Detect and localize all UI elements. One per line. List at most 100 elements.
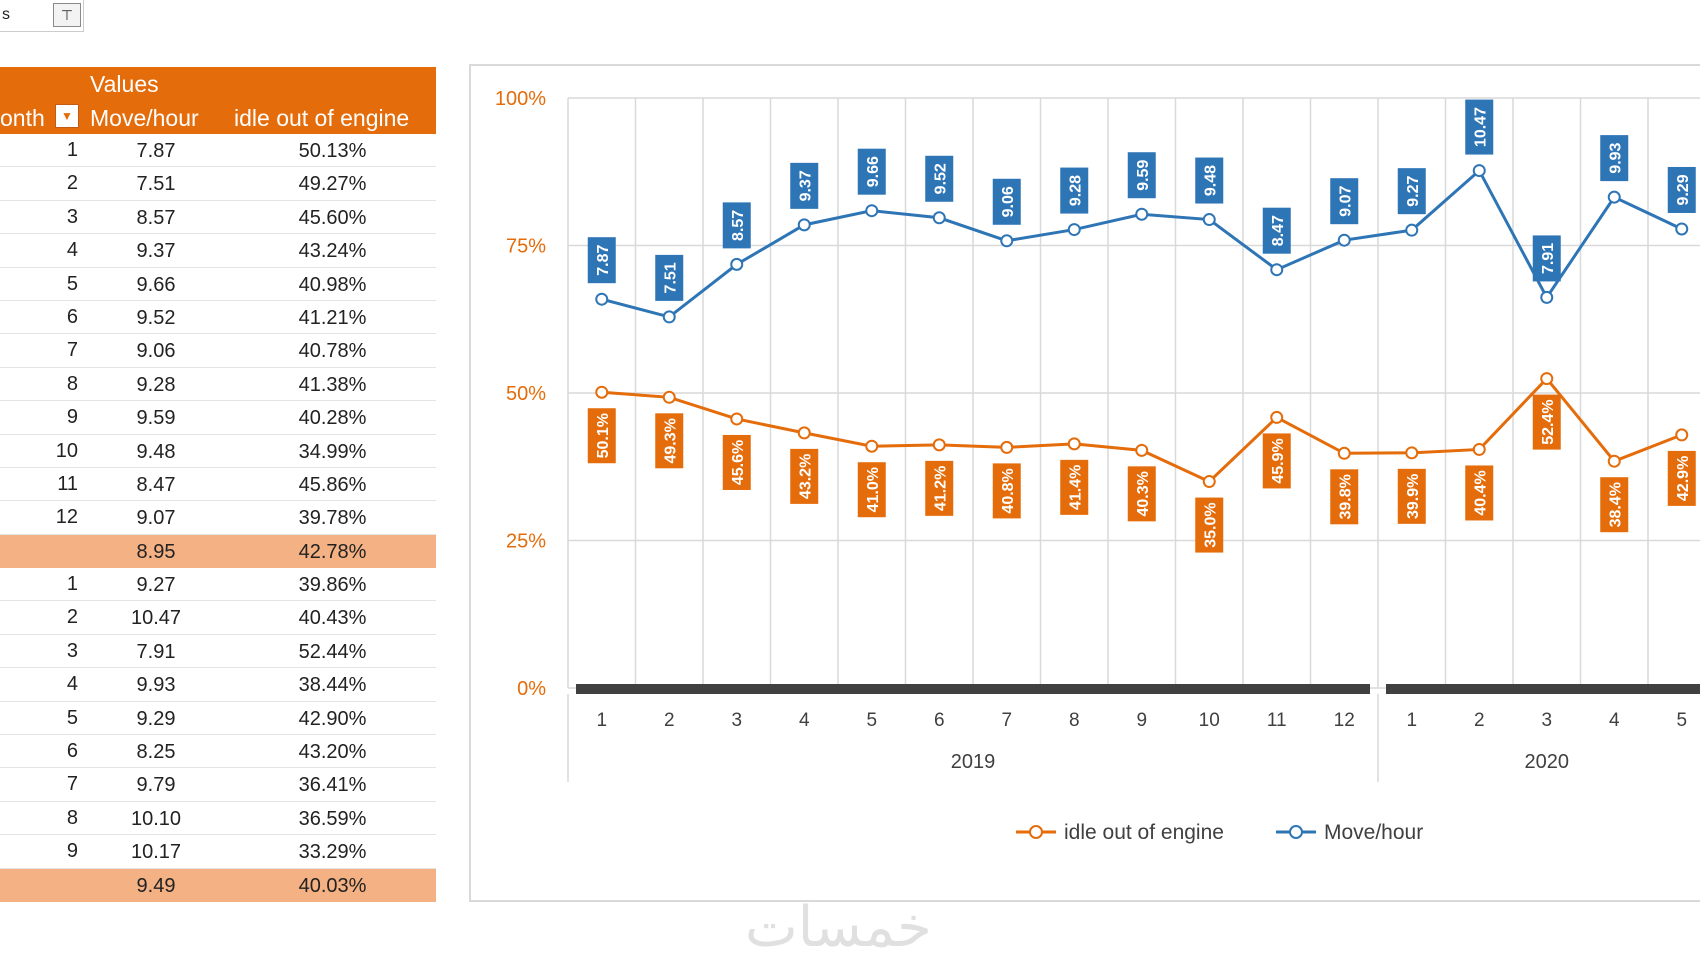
data-label-box	[1465, 99, 1494, 155]
move-hour-cell: 9.49	[136, 874, 176, 897]
data-label: 41.4%	[1067, 465, 1084, 510]
move-hour-cell: 8.47	[136, 473, 176, 496]
idle-cell: 43.24%	[298, 240, 367, 263]
data-point	[1405, 223, 1419, 237]
data-label-box	[1667, 166, 1696, 213]
data-label: 43.2%	[797, 454, 814, 499]
data-label-box	[722, 202, 751, 249]
data-label: 9.48	[1202, 165, 1219, 196]
data-label: 50.1%	[595, 413, 612, 458]
idle-cell: 40.03%	[298, 874, 367, 897]
pivot-row[interactable]: 9 9.59 40.28%	[0, 401, 436, 435]
data-label-box	[857, 148, 886, 195]
month-cell: 2	[66, 606, 78, 629]
data-label: 9.28	[1067, 175, 1084, 206]
data-point	[1202, 213, 1216, 227]
pivot-row[interactable]: 4 9.93 38.44%	[0, 668, 436, 702]
idle-cell: 43.20%	[298, 741, 367, 764]
idle-cell: 50.13%	[298, 140, 367, 162]
pivot-row[interactable]: 5 9.66 40.98%	[0, 268, 436, 301]
y-tick-label: 100%	[495, 88, 546, 110]
idle-cell: 38.44%	[298, 674, 367, 697]
pivot-row[interactable]: 11 8.47 45.86%	[0, 468, 436, 502]
data-label: 45.9%	[1270, 438, 1287, 483]
pivot-row[interactable]: 8 9.28 41.38%	[0, 368, 436, 402]
pivot-row[interactable]: 2 10.47 40.43%	[0, 601, 436, 635]
move-hour-cell: 10.47	[130, 607, 182, 630]
data-label: 9.52	[932, 163, 949, 194]
filter-funnel-icon[interactable]: ⊤	[53, 3, 81, 27]
pivot-subtotal-row[interactable]: 9.49 40.03%	[0, 868, 436, 902]
month-cell: 8	[66, 806, 78, 829]
data-point	[1202, 475, 1216, 489]
data-point	[1067, 223, 1081, 237]
pivot-row[interactable]: 1 9.27 39.86%	[0, 568, 436, 602]
data-label-box	[790, 162, 819, 209]
data-label-box	[925, 155, 954, 202]
x-group-label: 2019	[951, 751, 996, 773]
pivot-row[interactable]: 6 8.25 43.20%	[0, 735, 436, 769]
x-tick-label: 2	[664, 710, 675, 731]
data-label-box	[1195, 497, 1224, 553]
month-cell: 9	[66, 406, 78, 429]
data-point	[662, 390, 676, 404]
y-tick-label: 75%	[506, 236, 546, 258]
month-cell: 6	[66, 740, 78, 763]
x-tick-label: 5	[866, 710, 877, 731]
idle-cell: 36.41%	[298, 774, 367, 797]
data-point	[1067, 437, 1081, 451]
filter-field-cell[interactable]: s ⊤	[0, 0, 84, 32]
pivot-row[interactable]: 3 7.91 52.44%	[0, 635, 436, 669]
pivot-row[interactable]: 6 9.52 41.21%	[0, 301, 436, 335]
data-label-box	[1397, 168, 1426, 215]
data-point	[730, 412, 744, 426]
data-point	[797, 218, 811, 232]
idle-cell: 42.90%	[298, 707, 367, 730]
pivot-row[interactable]: 2 7.51 49.27%	[0, 167, 436, 201]
data-label-box	[1330, 178, 1359, 225]
pivot-row[interactable]: 3 8.57 45.60%	[0, 201, 436, 235]
y-tick-label: 0%	[517, 678, 546, 700]
pivot-row[interactable]: 9 10.17 33.29%	[0, 835, 436, 869]
x-tick-label: 8	[1069, 710, 1080, 731]
move-hour-cell: 8.95	[136, 540, 176, 563]
data-label: 7.51	[662, 262, 679, 293]
move-hour-cell: 9.06	[136, 340, 176, 363]
data-label-box	[1465, 465, 1494, 521]
data-label: 38.4%	[1607, 482, 1624, 527]
data-label: 9.27	[1405, 175, 1422, 206]
month-cell: 5	[66, 706, 78, 729]
data-label-box	[587, 237, 616, 284]
move-hour-cell: 9.66	[136, 273, 176, 296]
x-group-label: 2020	[1525, 751, 1570, 773]
data-label-box	[1397, 468, 1426, 524]
data-point	[1270, 410, 1284, 424]
pivot-row[interactable]: 7 9.06 40.78%	[0, 334, 436, 368]
data-point	[1270, 263, 1284, 277]
pivot-row[interactable]: 8 10.10 36.59%	[0, 802, 436, 836]
month-cell: 8	[66, 372, 78, 395]
month-cell: 7	[66, 773, 78, 796]
month-cell: 3	[66, 205, 78, 228]
idle-cell: 40.78%	[298, 340, 367, 363]
pivot-row[interactable]: 5 9.29 42.90%	[0, 702, 436, 736]
pivot-row[interactable]: 12 9.07 39.78%	[0, 501, 436, 535]
data-label: 40.4%	[1472, 470, 1489, 515]
pivot-row[interactable]: 4 9.37 43.24%	[0, 234, 436, 268]
pivot-row[interactable]: 1 7.87 50.13%	[0, 134, 436, 168]
data-label: 35.0%	[1202, 502, 1219, 547]
chart-area[interactable]: 0% 25% 50% 75% 100% 2019 2020 1 2 3 4 5 6 7 8 9 10 11 12 1 2…	[469, 64, 1700, 902]
data-label-box	[1262, 207, 1291, 254]
data-point	[730, 257, 744, 271]
data-point	[932, 211, 946, 225]
data-label-box	[655, 413, 684, 469]
idle-cell: 41.21%	[298, 306, 367, 329]
data-label: 8.57	[730, 210, 747, 241]
pivot-row[interactable]: 10 9.48 34.99%	[0, 435, 436, 468]
pivot-row[interactable]: 7 9.79 36.41%	[0, 768, 436, 802]
pivot-subtotal-row[interactable]: 8.95 42.78%	[0, 534, 436, 569]
data-label-box	[992, 463, 1021, 519]
dropdown-filter-icon[interactable]: ▼	[55, 104, 79, 128]
legend-label: Move/hour	[1324, 821, 1423, 844]
data-label-box	[1262, 433, 1291, 489]
